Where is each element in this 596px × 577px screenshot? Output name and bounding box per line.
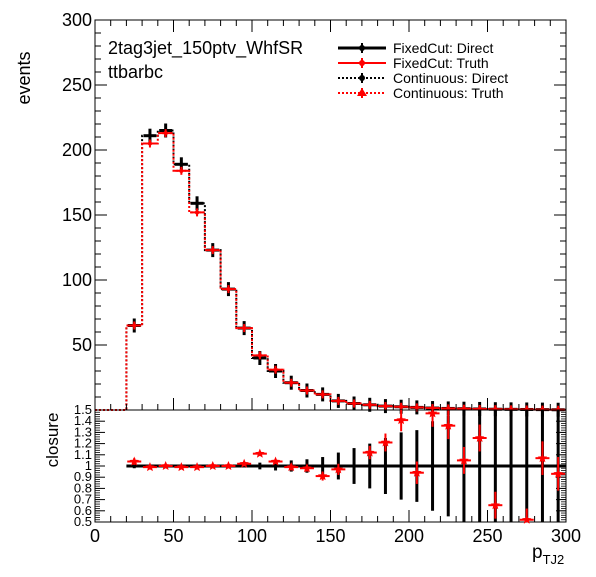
legend-label: FixedCut: Direct: [393, 40, 493, 56]
ratio-series-group: [126, 408, 566, 524]
data-point-marker: [194, 210, 200, 215]
main-y-tick-label: 250: [62, 75, 92, 95]
x-tick-label: 250: [472, 526, 502, 546]
x-tick-label: 0: [90, 526, 100, 546]
data-point-marker: [304, 388, 310, 393]
ratio-y-axis-label: closure: [43, 413, 62, 468]
main-series-group: [95, 123, 566, 417]
legend-label: Continuous: Direct: [393, 70, 508, 86]
ratio-point-marker: [176, 462, 187, 472]
ratio-point-marker: [380, 437, 391, 447]
ratio-point-marker: [521, 514, 532, 524]
ratio-point-marker: [286, 462, 297, 472]
main-y-axis-label: events: [14, 51, 34, 104]
x-axis-label-main: p: [532, 542, 543, 563]
main-y-ticks: 50 100 150 200 250 300: [62, 10, 566, 398]
x-axis-ticks: 0 50 100 150 200 250 300: [90, 20, 581, 546]
main-y-tick-label: 150: [62, 205, 92, 225]
legend-marker: [359, 75, 365, 81]
chart-title-line-1: 2tag3jet_150ptv_WhfSR: [108, 38, 303, 59]
ratio-y-tick-label: 1.4: [74, 413, 92, 428]
series-step-line: [95, 129, 566, 411]
x-axis-label: pTJ2: [532, 542, 564, 567]
ratio-point-marker: [427, 408, 438, 418]
ratio-y-tick-label: 1.2: [74, 436, 92, 451]
data-point-marker: [289, 380, 294, 385]
ratio-point-marker: [239, 458, 249, 468]
ratio-point-marker: [192, 462, 202, 472]
ratio-point-marker: [223, 461, 234, 471]
legend-marker: [359, 45, 365, 51]
ratio-y-tick-label: 1.5: [74, 402, 92, 417]
data-point-marker: [241, 325, 247, 331]
ratio-point-marker: [302, 463, 312, 473]
ratio-point-marker: [364, 447, 375, 457]
data-point-marker: [163, 130, 168, 136]
ratio-point-marker: [412, 467, 422, 477]
legend-label: FixedCut: Truth: [393, 55, 489, 71]
ratio-y-tick-label: 1.1: [74, 447, 92, 462]
data-point-marker: [367, 402, 372, 407]
legend-label: Continuous: Truth: [393, 85, 504, 101]
ratio-point-marker: [459, 455, 469, 465]
data-point-marker: [226, 286, 231, 292]
data-point-marker: [336, 398, 341, 404]
x-tick-label: 300: [551, 526, 581, 546]
chart-title-line-2: ttbarbc: [108, 62, 163, 82]
x-tick-label: 200: [394, 526, 424, 546]
ratio-y-tick-label: 0.7: [74, 492, 92, 507]
ratio-point-marker: [317, 471, 328, 481]
series-step-line: [95, 132, 566, 411]
main-y-tick-label: 200: [62, 140, 92, 160]
x-tick-label: 50: [163, 526, 183, 546]
ratio-y-tick-label: 1: [85, 458, 92, 473]
ratio-point-marker: [396, 415, 406, 425]
legend-marker: [359, 60, 365, 66]
ratio-point-marker: [160, 461, 171, 471]
ratio-point-marker: [129, 456, 140, 466]
ratio-point-marker: [553, 468, 563, 478]
ratio-point-marker: [207, 461, 218, 471]
main-y-tick-label: 100: [62, 270, 92, 290]
data-point-marker: [179, 168, 184, 173]
ratio-point-marker: [490, 500, 501, 510]
data-point-marker: [132, 323, 137, 328]
ratio-point-marker: [255, 448, 265, 458]
legend-marker: [357, 88, 367, 96]
data-point-marker: [257, 353, 263, 358]
x-axis-label-sub: TJ2: [543, 552, 565, 567]
ratio-y-tick-label: 0.9: [74, 469, 92, 484]
main-y-tick-label: 50: [72, 335, 92, 355]
ratio-point-marker: [474, 433, 485, 443]
data-point-marker: [273, 367, 278, 372]
ratio-point-marker: [145, 462, 155, 472]
ratio-y-tick-label: 1.3: [74, 424, 92, 439]
data-point-marker: [320, 392, 325, 397]
data-point-marker: [147, 141, 153, 146]
data-point-marker: [414, 405, 420, 410]
ratio-y-tick-label: 0.5: [74, 514, 92, 529]
data-point-marker: [383, 403, 388, 409]
x-tick-label: 100: [237, 526, 267, 546]
ratio-point-marker: [333, 464, 344, 474]
ratio-y-tick-label: 0.8: [74, 480, 92, 495]
x-tick-label: 150: [315, 526, 345, 546]
main-y-tick-label: 300: [62, 10, 92, 30]
ratio-point-marker: [443, 420, 454, 430]
data-point-marker: [351, 401, 357, 406]
data-point-marker: [430, 405, 435, 411]
data-point-marker: [210, 247, 215, 253]
ratio-point-marker: [537, 453, 548, 463]
ratio-y-tick-label: 0.6: [74, 503, 92, 518]
data-point-marker: [398, 404, 404, 409]
ratio-point-marker: [270, 456, 281, 466]
